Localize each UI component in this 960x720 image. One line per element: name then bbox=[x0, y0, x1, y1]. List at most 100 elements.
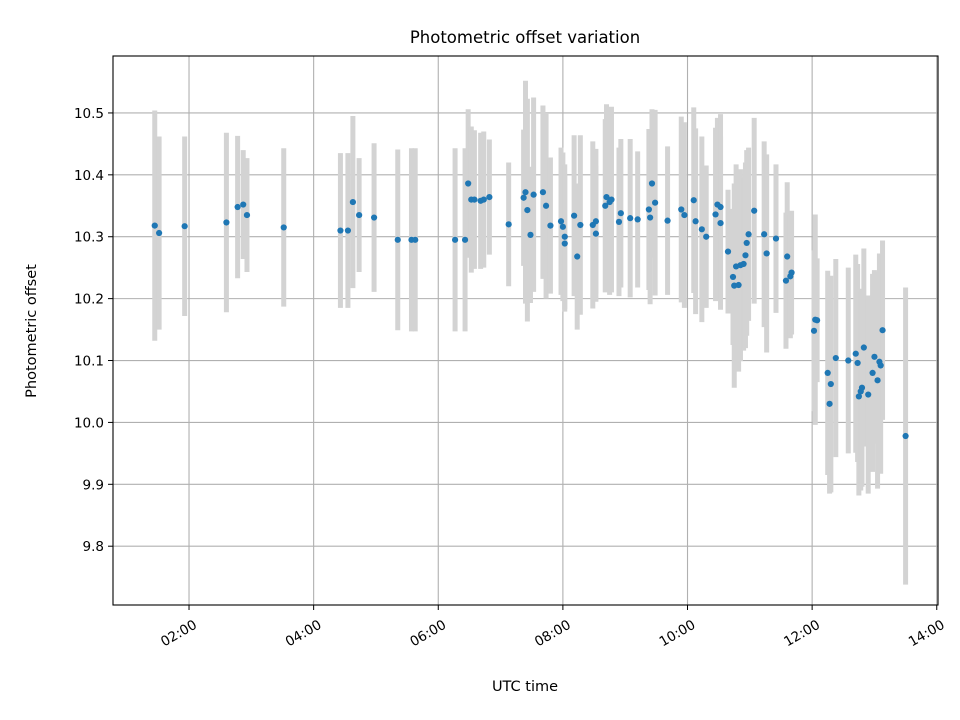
data-point bbox=[505, 221, 512, 228]
data-point bbox=[824, 369, 831, 376]
data-point bbox=[461, 236, 469, 243]
y-tick-label: 10.4 bbox=[74, 168, 104, 184]
data-point bbox=[574, 253, 581, 260]
y-axis-label: Photometric offset bbox=[24, 264, 40, 398]
data-point bbox=[869, 369, 876, 376]
data-point bbox=[852, 350, 859, 357]
data-point bbox=[858, 384, 866, 391]
data-point bbox=[648, 180, 656, 187]
data-point bbox=[854, 359, 861, 367]
data-point bbox=[832, 354, 839, 362]
chart-title: Photometric offset variation bbox=[410, 28, 640, 47]
y-tick-label: 9.9 bbox=[83, 477, 104, 493]
data-point bbox=[280, 224, 287, 231]
data-point bbox=[681, 211, 688, 219]
data-point bbox=[615, 218, 623, 225]
data-point bbox=[652, 199, 659, 206]
data-point bbox=[745, 231, 752, 238]
data-point bbox=[664, 217, 671, 224]
data-point bbox=[465, 180, 472, 187]
data-point bbox=[592, 230, 600, 237]
data-point bbox=[827, 380, 834, 388]
y-tick-label: 10.0 bbox=[74, 415, 104, 431]
data-point bbox=[729, 273, 737, 281]
data-point bbox=[480, 196, 487, 203]
data-point bbox=[782, 277, 790, 284]
data-point bbox=[561, 233, 568, 240]
data-point bbox=[617, 210, 624, 217]
data-points bbox=[151, 180, 909, 440]
data-point bbox=[557, 218, 565, 225]
y-tick-label: 10.1 bbox=[74, 354, 104, 370]
data-point bbox=[742, 252, 749, 259]
data-point bbox=[865, 391, 872, 398]
data-point bbox=[724, 248, 732, 255]
data-point bbox=[826, 400, 833, 407]
data-point bbox=[645, 206, 652, 213]
data-point bbox=[520, 194, 527, 201]
data-point bbox=[743, 239, 750, 247]
data-point bbox=[602, 202, 609, 209]
data-point bbox=[698, 226, 705, 233]
data-point bbox=[877, 362, 884, 369]
data-point bbox=[151, 222, 158, 229]
data-point bbox=[337, 227, 344, 234]
data-point bbox=[471, 196, 478, 203]
data-point bbox=[547, 222, 554, 229]
data-point bbox=[524, 207, 531, 214]
y-tick-label: 9.8 bbox=[83, 539, 104, 555]
data-point bbox=[874, 377, 881, 384]
data-point bbox=[223, 219, 230, 226]
data-point bbox=[240, 201, 247, 208]
data-point bbox=[486, 194, 493, 201]
data-point bbox=[879, 327, 886, 334]
data-point bbox=[522, 189, 529, 196]
data-point bbox=[608, 196, 615, 203]
data-point bbox=[592, 218, 600, 225]
data-point bbox=[788, 269, 795, 276]
data-point bbox=[542, 202, 550, 209]
data-point bbox=[784, 253, 791, 260]
data-point bbox=[412, 236, 419, 243]
data-point bbox=[717, 220, 724, 227]
data-point bbox=[735, 281, 742, 289]
data-point bbox=[692, 218, 699, 225]
data-point bbox=[394, 236, 401, 243]
data-point bbox=[577, 221, 584, 229]
data-point bbox=[527, 231, 534, 238]
data-point bbox=[634, 216, 641, 223]
data-point bbox=[356, 211, 363, 219]
data-point bbox=[810, 327, 818, 334]
data-point bbox=[344, 227, 352, 234]
data-point bbox=[451, 236, 459, 243]
data-point bbox=[647, 214, 654, 221]
data-point bbox=[717, 203, 724, 211]
data-point bbox=[814, 317, 821, 324]
data-point bbox=[772, 235, 780, 242]
data-point bbox=[561, 240, 568, 247]
x-axis-label: UTC time bbox=[492, 679, 558, 695]
data-point bbox=[243, 211, 251, 219]
data-point bbox=[855, 393, 862, 400]
data-point bbox=[530, 191, 537, 198]
y-tick-label: 10.5 bbox=[74, 106, 104, 122]
data-point bbox=[627, 215, 634, 222]
data-point bbox=[234, 203, 241, 211]
data-point bbox=[845, 357, 852, 364]
data-point bbox=[763, 250, 770, 257]
data-point bbox=[761, 231, 768, 238]
y-tick-label: 10.2 bbox=[74, 292, 104, 308]
data-point bbox=[370, 214, 378, 221]
data-point bbox=[751, 207, 758, 214]
data-point bbox=[603, 194, 610, 201]
plot-frame bbox=[112, 55, 939, 606]
data-point bbox=[690, 197, 697, 204]
data-point bbox=[740, 260, 747, 268]
data-point bbox=[571, 212, 578, 219]
data-point bbox=[181, 223, 188, 230]
data-point bbox=[902, 432, 909, 440]
data-point bbox=[712, 211, 719, 218]
data-point bbox=[539, 189, 547, 196]
data-point bbox=[871, 353, 878, 360]
